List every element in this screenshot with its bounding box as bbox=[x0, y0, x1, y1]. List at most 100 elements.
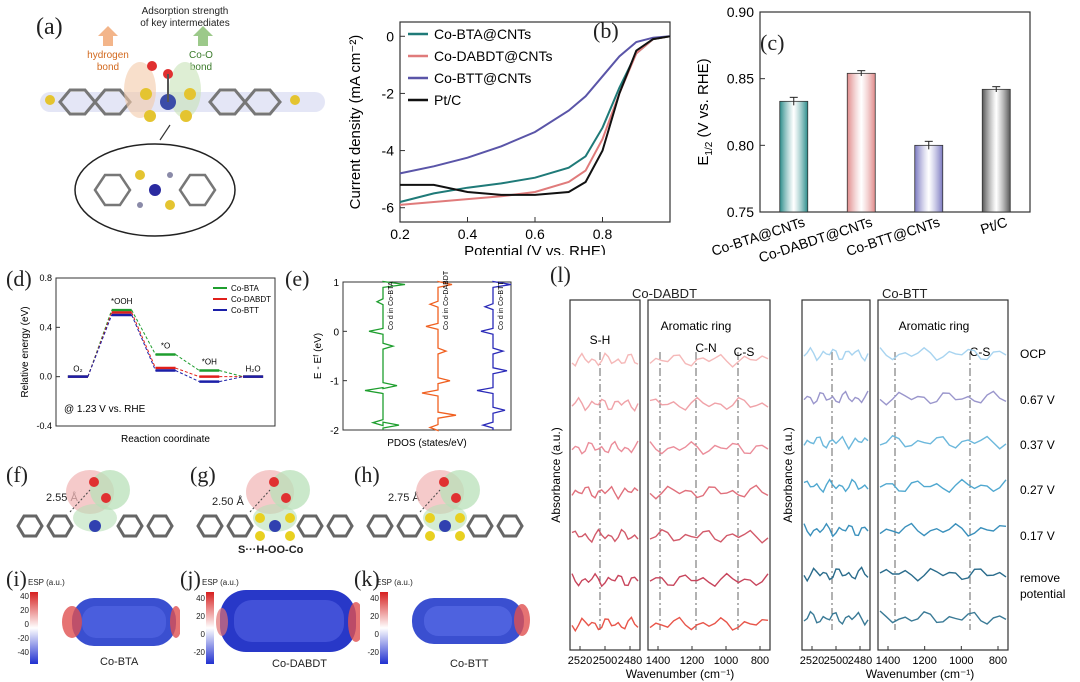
oxygen-atom bbox=[101, 493, 111, 503]
potential-label: 0.17 V bbox=[1020, 529, 1055, 543]
esp-ticks-k: 40 20 0 -20 bbox=[367, 594, 379, 657]
spectrum-dabdt-ring-0 bbox=[649, 353, 769, 368]
esp-colorbar-k bbox=[380, 592, 388, 664]
x-tick-label-l: 1200 bbox=[912, 655, 936, 667]
spectrum-btt-sh-4 bbox=[803, 522, 869, 538]
y-tick-label-b: -4 bbox=[382, 143, 395, 159]
x-tick-label-b: 0.2 bbox=[390, 226, 410, 242]
esp-colorbar-i bbox=[30, 592, 38, 664]
y-axis-label-d: Relative energy (eV) bbox=[20, 306, 31, 397]
x-tick-label-l: 2520 bbox=[800, 655, 824, 667]
x-tick-label-l: 800 bbox=[989, 655, 1007, 667]
spectrum-dabdt-sh-4 bbox=[571, 528, 639, 544]
y-axis-label-e: E - Eᶠ (eV) bbox=[313, 333, 324, 379]
potential-label: remove bbox=[1020, 571, 1060, 585]
pdos-trace-2 bbox=[476, 280, 512, 430]
ftir-chart: Absorbance (a.u.) Absorbance (a.u.)2520 25… bbox=[549, 299, 1065, 681]
pdos-trace-0 bbox=[364, 280, 406, 430]
benzene-ring bbox=[326, 514, 354, 538]
hbond-arrow-icon bbox=[98, 26, 118, 46]
panel-l-label: (l) bbox=[550, 262, 571, 287]
x-tick-label-l: 2500 bbox=[824, 655, 848, 667]
lsv-chart: 0.2 0.4 0.6 0.8 0 -2 -4 -6 Potential (V vs. RHE)… bbox=[347, 21, 671, 255]
pdos-trace-label: Co d in Co-BTT bbox=[498, 281, 505, 330]
panel-j: (j) ESP (a.u.) 40 20 0 -20 Co-DABDT bbox=[180, 562, 360, 682]
x-tick-label-l: 1200 bbox=[680, 655, 704, 667]
sulfur-atom bbox=[285, 531, 295, 541]
legend-label-d: Co-DABDT bbox=[231, 295, 271, 304]
sh-bond-label: S···H-OO-Co bbox=[238, 544, 304, 556]
state-label-d: *OH bbox=[202, 358, 217, 367]
title-co-btt: Co-BTT bbox=[882, 286, 928, 301]
spectrum-btt-sh-3 bbox=[803, 478, 869, 494]
oxygen-atom bbox=[89, 477, 99, 487]
bar-Co-BTA@CNTs bbox=[779, 100, 809, 213]
y-tick-label-b: -2 bbox=[382, 85, 395, 101]
x-axis-label-l-right: Wavenumber (cm⁻¹) bbox=[866, 667, 975, 681]
charge-lobe bbox=[440, 470, 480, 510]
panel-l: Absorbance (a.u.) Absorbance (a.u.) 2520 25… bbox=[530, 262, 1080, 682]
series-line-Co-BTT@CNTs bbox=[399, 35, 671, 175]
pdos-trace-1 bbox=[421, 280, 457, 432]
x-tick-label-l: 1000 bbox=[949, 655, 973, 667]
pdos-trace-label: Co d in Co-DABDT bbox=[443, 270, 450, 330]
benzene-ring bbox=[146, 514, 174, 538]
panel-a-label: (a) bbox=[36, 14, 63, 40]
benzene-ring bbox=[496, 514, 524, 538]
esp-name-j: Co-DABDT bbox=[272, 658, 328, 670]
spectrum-btt-ring-5 bbox=[879, 567, 1007, 582]
spectrum-dabdt-ring-2 bbox=[649, 440, 769, 456]
spectrum-btt-ring-4 bbox=[879, 522, 1007, 537]
panel-f: (f) 2.55 Å bbox=[0, 452, 180, 562]
charge-density-h bbox=[366, 470, 524, 541]
connector-Co-BTA bbox=[219, 370, 244, 378]
connector-Co-DABDT bbox=[131, 312, 156, 369]
sulfur-atom bbox=[285, 513, 295, 523]
spectrum-btt-ring-0 bbox=[879, 346, 1007, 362]
spectrum-dabdt-ring-6 bbox=[649, 616, 769, 631]
cobalt-atom bbox=[89, 520, 101, 532]
x-tick-label-l: 1400 bbox=[876, 655, 900, 667]
charge-lobe bbox=[73, 504, 117, 532]
spectrum-dabdt-ring-1 bbox=[649, 396, 769, 411]
panel-j-label: (j) bbox=[180, 566, 201, 591]
esp-name-i: Co-BTA bbox=[100, 656, 139, 668]
connector-Co-BTT bbox=[131, 314, 156, 371]
cobalt-atom bbox=[439, 520, 451, 532]
benzene-ring bbox=[116, 514, 144, 538]
potential-label: 0.67 V bbox=[1020, 393, 1055, 407]
panel-e: 1 0 -1 -2 E - Eᶠ (eV) PDOS (states/eV) Co d in… bbox=[285, 262, 520, 452]
esp-title-i: ESP (a.u.) bbox=[28, 578, 65, 587]
potential-label: 0.37 V bbox=[1020, 438, 1055, 452]
benzene-ring bbox=[366, 514, 394, 538]
connector-Co-BTT bbox=[175, 370, 200, 383]
potential-label: OCP bbox=[1020, 347, 1046, 361]
y-tick-label-d: 0.0 bbox=[39, 372, 52, 382]
h-bond-line bbox=[419, 489, 441, 513]
panel-g: (g) 2.50 Å S···H-OO-Co bbox=[180, 452, 360, 562]
h-bond-line bbox=[69, 489, 91, 513]
connector-Co-BTT bbox=[219, 376, 244, 383]
y-tick-label-d: 0.4 bbox=[39, 322, 52, 332]
state-label-d: *O bbox=[161, 341, 170, 350]
esp-map-i bbox=[62, 598, 180, 646]
charge-density-f bbox=[16, 470, 174, 538]
plot-frame-c bbox=[759, 11, 1031, 213]
panel-b: 0.2 0.4 0.6 0.8 0 -2 -4 -6 Potential (V vs. RHE)… bbox=[325, 0, 680, 255]
spectrum-btt-sh-2 bbox=[803, 435, 869, 451]
x-tick-label-b: 0.8 bbox=[593, 226, 613, 242]
panel-c: 0.75 0.80 0.85 0.90 E1/2 (V vs. RHE) Co-BTA@C… bbox=[680, 0, 1080, 262]
bar-Pt/C bbox=[981, 88, 1011, 213]
benzene-ring bbox=[466, 514, 494, 538]
x-axis-label-e: PDOS (states/eV) bbox=[387, 438, 466, 449]
ann-cs-left: C-S bbox=[734, 345, 755, 359]
y-tick-label-c: 0.90 bbox=[727, 4, 754, 20]
co-o-bond-label: Co-O bond bbox=[189, 50, 213, 73]
sulfur-atom bbox=[255, 513, 265, 523]
y-axis-label-l-left: Absorbance (a.u.) bbox=[549, 427, 563, 522]
spectrum-btt-ring-1 bbox=[879, 390, 1007, 406]
spectrum-btt-sh-1 bbox=[803, 390, 869, 405]
esp-name-k: Co-BTT bbox=[450, 658, 489, 670]
potential-label: 0.27 V bbox=[1020, 483, 1055, 497]
esp-title-j: ESP (a.u.) bbox=[202, 578, 239, 587]
